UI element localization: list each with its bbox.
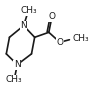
Text: CH₃: CH₃ [6, 75, 22, 84]
Text: N: N [14, 60, 21, 69]
Text: N: N [20, 21, 27, 30]
Text: O: O [56, 38, 63, 47]
Text: CH₃: CH₃ [20, 6, 37, 15]
Text: O: O [49, 12, 56, 21]
Text: CH₃: CH₃ [72, 34, 89, 43]
